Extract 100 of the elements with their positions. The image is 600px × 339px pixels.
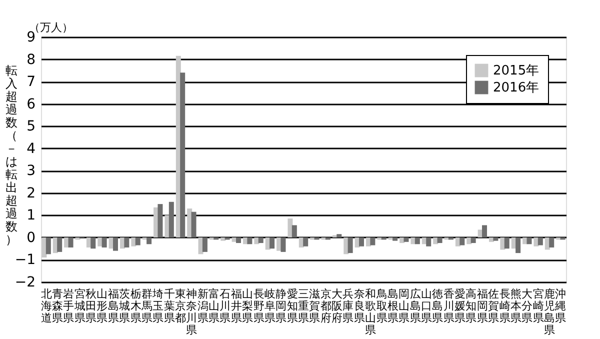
bar: [470, 237, 476, 244]
x-tick-label: 秋田県: [86, 288, 97, 324]
bar: [68, 237, 74, 248]
x-tick-label: 愛媛県: [454, 288, 466, 324]
bar: [158, 204, 163, 238]
x-tick-label: 香川県: [443, 288, 454, 324]
y-tick-label: 7: [26, 74, 36, 90]
bar: [288, 218, 293, 238]
y-tick-label: 5: [26, 118, 36, 135]
x-tick-label: 新潟県: [197, 288, 208, 324]
x-tick-label: 神奈川県: [186, 288, 198, 336]
x-tick-label: 茨城県: [118, 288, 130, 324]
x-tick-label: 熊本県: [510, 288, 522, 324]
x-tick-label: 岐阜県: [264, 288, 276, 324]
bar: [292, 225, 297, 238]
bar: [168, 202, 174, 238]
legend-label: 2016年: [493, 80, 540, 96]
x-tick-label: 鹿児島県: [544, 288, 556, 336]
x-tick-label: 鳥取県: [375, 288, 388, 324]
x-tick-label: 佐賀県: [488, 288, 500, 324]
y-tick-label: −1: [14, 252, 36, 268]
text: 転入超過数（－は転出超過数）: [6, 64, 18, 246]
bar: [538, 237, 543, 246]
bar: [113, 237, 118, 251]
bar: [303, 237, 308, 246]
bar: [344, 237, 349, 254]
bar: [90, 237, 96, 249]
y-tick-label: 4: [26, 140, 36, 157]
bar: [336, 234, 342, 238]
x-tick-label: 山梨県: [242, 288, 254, 324]
x-tick-label: 奈良県: [354, 288, 365, 324]
legend-label: 2015年: [493, 64, 540, 78]
bar: [131, 237, 136, 246]
bar: [102, 237, 107, 248]
bar: [460, 237, 465, 246]
bar: [370, 237, 376, 246]
bar: [270, 237, 275, 249]
x-tick-label: 大阪府: [332, 288, 343, 324]
bar: [164, 215, 170, 238]
bar: [46, 237, 51, 254]
x-tick-label: 長崎県: [499, 288, 510, 324]
x-tick-label: 福島県: [108, 288, 119, 324]
x-tick-label: 山口県: [421, 288, 432, 324]
bar: [359, 237, 364, 246]
bar: [146, 237, 152, 244]
bar: [534, 237, 539, 246]
y-tick-label: 8: [26, 52, 36, 68]
bar: [236, 237, 242, 244]
bar: [57, 237, 62, 252]
bar: [437, 237, 442, 244]
bar: [526, 237, 532, 244]
x-tick-label: 京都府: [320, 288, 332, 324]
x-tick-label: 栃木県: [130, 288, 142, 324]
x-tick-label: 富山県: [208, 288, 220, 324]
x-tick-label: 島根県: [387, 288, 398, 324]
x-tick-label: 千葉県: [164, 288, 175, 324]
bar: [124, 237, 130, 248]
y-tick-label: 1: [26, 208, 36, 224]
bar: [247, 237, 252, 244]
x-tick-label: 岩手県: [63, 288, 74, 324]
bar: [504, 237, 510, 249]
bar: [202, 237, 208, 252]
x-tick-label: 沖縄県: [554, 288, 566, 324]
x-tick-label: 青森県: [52, 288, 63, 324]
bar: [64, 237, 70, 248]
bar: [98, 237, 103, 246]
x-tick-label: 福井県: [230, 288, 242, 324]
x-tick-label: 三重県: [298, 288, 309, 324]
x-tick-label: 長野県: [253, 288, 264, 324]
bar: [280, 237, 286, 252]
bar: [258, 237, 264, 244]
bar: [426, 237, 432, 246]
bar: [180, 72, 186, 238]
bar: [414, 237, 420, 244]
bar: [42, 237, 47, 258]
bar: [135, 237, 140, 246]
y-tick-label: 6: [26, 96, 36, 112]
y-tick-label: 0: [26, 230, 36, 246]
y-tick-label: 2: [26, 185, 36, 202]
y-tick-label: −2: [14, 274, 36, 290]
bar: [392, 237, 398, 241]
x-tick-label: 北海道: [40, 288, 52, 324]
y-tick-label: 9: [26, 30, 36, 46]
bar: [516, 237, 521, 254]
x-tick-label: 宮城県: [73, 288, 86, 324]
x-tick-label: 岡山県: [398, 288, 410, 324]
x-tick-label: 和歌山県: [365, 288, 376, 336]
x-tick-label: 広島県: [410, 288, 421, 324]
y-tick-label: 3: [26, 163, 36, 180]
bar: [549, 237, 554, 248]
x-tick-label: 石川県: [220, 288, 231, 324]
x-tick-label: 福岡県: [476, 288, 488, 324]
x-tick-label: 宮崎県: [532, 288, 544, 324]
bar: [220, 237, 226, 241]
x-tick-label: 滋賀県: [309, 288, 320, 324]
x-tick-label: 徳島県: [432, 288, 444, 324]
bar: [404, 237, 409, 242]
x-tick-label: 群馬県: [140, 288, 152, 324]
bar: [482, 225, 488, 238]
x-tick-label: 山形県: [96, 288, 108, 324]
